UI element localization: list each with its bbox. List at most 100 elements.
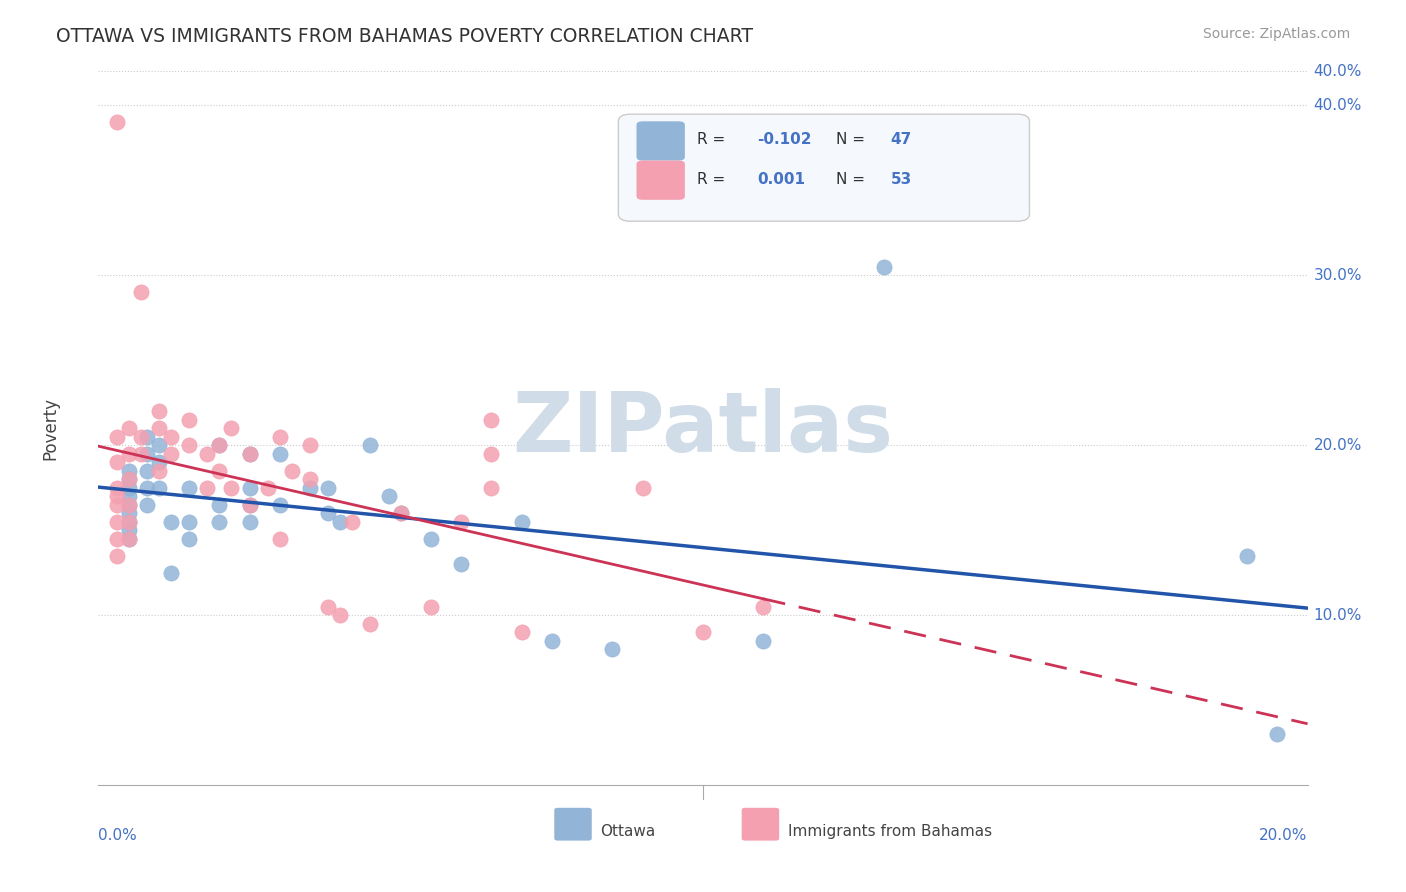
Point xyxy=(481,481,503,495)
Point xyxy=(481,447,503,461)
Point xyxy=(179,412,201,426)
Point xyxy=(269,498,291,512)
Point xyxy=(195,447,218,461)
Point xyxy=(148,404,170,418)
Point xyxy=(148,421,170,435)
Point xyxy=(160,566,183,580)
Point xyxy=(360,616,382,631)
Text: 53: 53 xyxy=(890,172,911,187)
Point xyxy=(602,642,624,657)
Point xyxy=(269,430,291,444)
Point xyxy=(148,464,170,478)
Point xyxy=(239,498,262,512)
Point xyxy=(540,633,562,648)
Point xyxy=(360,438,382,452)
Point xyxy=(316,506,339,520)
Point xyxy=(118,532,141,546)
Point xyxy=(420,532,443,546)
Text: 30.0%: 30.0% xyxy=(1313,268,1362,283)
Point xyxy=(118,472,141,486)
Text: R =: R = xyxy=(697,132,730,146)
Point xyxy=(105,515,128,529)
Text: Immigrants from Bahamas: Immigrants from Bahamas xyxy=(787,824,991,839)
Point xyxy=(208,515,231,529)
Text: Ottawa: Ottawa xyxy=(600,824,655,839)
Point xyxy=(105,498,128,512)
Point xyxy=(208,498,231,512)
Point xyxy=(160,515,183,529)
Point xyxy=(329,608,352,623)
Point xyxy=(389,506,412,520)
FancyBboxPatch shape xyxy=(637,121,685,161)
Point xyxy=(179,532,201,546)
Point xyxy=(239,481,262,495)
Point xyxy=(118,464,141,478)
Point xyxy=(148,481,170,495)
Text: 20.0%: 20.0% xyxy=(1313,438,1362,452)
Point xyxy=(118,515,141,529)
Point xyxy=(208,438,231,452)
Point xyxy=(221,481,243,495)
Point xyxy=(118,523,141,537)
Point xyxy=(510,515,533,529)
Point xyxy=(118,489,141,503)
Point xyxy=(118,506,141,520)
Point xyxy=(256,481,278,495)
Point xyxy=(118,498,141,512)
Text: 40.0%: 40.0% xyxy=(1313,64,1362,78)
Point xyxy=(299,472,322,486)
Point xyxy=(269,532,291,546)
Point xyxy=(450,515,472,529)
Point xyxy=(281,464,304,478)
Text: Source: ZipAtlas.com: Source: ZipAtlas.com xyxy=(1202,27,1350,41)
Point xyxy=(105,455,128,469)
Text: N =: N = xyxy=(837,132,870,146)
Text: N =: N = xyxy=(837,172,870,187)
Point xyxy=(389,506,412,520)
Point xyxy=(208,438,231,452)
Point xyxy=(481,412,503,426)
Point xyxy=(118,532,141,546)
Point xyxy=(873,260,896,274)
Point xyxy=(135,498,157,512)
Point xyxy=(239,447,262,461)
Point xyxy=(118,421,141,435)
Point xyxy=(420,599,443,614)
Point xyxy=(269,447,291,461)
Point xyxy=(179,481,201,495)
FancyBboxPatch shape xyxy=(619,114,1029,221)
FancyBboxPatch shape xyxy=(742,808,779,840)
Text: Poverty: Poverty xyxy=(41,397,59,459)
Point xyxy=(129,447,152,461)
Point xyxy=(342,515,364,529)
Point xyxy=(148,455,170,469)
Point xyxy=(105,489,128,503)
Point xyxy=(692,625,714,640)
Point xyxy=(118,447,141,461)
Point xyxy=(316,599,339,614)
Point xyxy=(1267,727,1289,741)
Point xyxy=(105,481,128,495)
Point xyxy=(118,515,141,529)
Point xyxy=(129,430,152,444)
Point xyxy=(299,438,322,452)
Text: 0.0%: 0.0% xyxy=(98,828,138,843)
Text: 20.0%: 20.0% xyxy=(1260,828,1308,843)
Point xyxy=(135,481,157,495)
Point xyxy=(299,481,322,495)
Point xyxy=(179,515,201,529)
Point xyxy=(118,472,141,486)
Point xyxy=(135,464,157,478)
Point xyxy=(239,498,262,512)
Point xyxy=(1236,549,1258,563)
Point xyxy=(118,498,141,512)
Point xyxy=(160,447,183,461)
Point xyxy=(752,633,775,648)
Point xyxy=(105,549,128,563)
Point xyxy=(752,599,775,614)
Point xyxy=(105,430,128,444)
FancyBboxPatch shape xyxy=(554,808,592,840)
Point xyxy=(377,489,399,503)
Point xyxy=(135,447,157,461)
Point xyxy=(239,515,262,529)
